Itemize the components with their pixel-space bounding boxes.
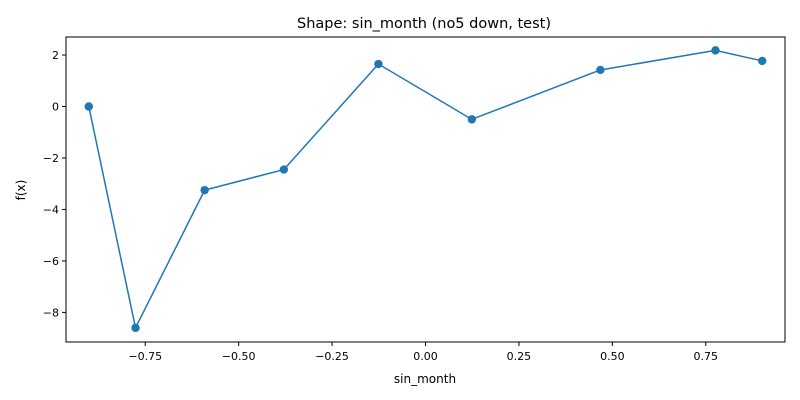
data-point: [279, 165, 289, 174]
x-tick-label: 0.50: [600, 350, 625, 363]
y-tick-label: −6: [43, 255, 59, 268]
x-tick-label: 0.75: [694, 350, 719, 363]
data-point: [596, 65, 605, 75]
x-axis-label: sin_month: [394, 372, 456, 386]
data-point: [131, 323, 140, 333]
plot-frame: [65, 36, 786, 343]
y-tick-label: −2: [43, 152, 59, 165]
y-tick-label: 2: [52, 49, 59, 62]
x-tick-label: 0.25: [507, 350, 532, 363]
y-axis-label: f(x): [14, 180, 28, 201]
y-tick-label: −4: [43, 203, 59, 216]
series-layer: [84, 46, 767, 333]
data-point: [374, 59, 383, 69]
series-line: [88, 49, 763, 329]
data-point: [200, 185, 209, 195]
data-point: [711, 46, 720, 55]
y-tick-label: −8: [43, 306, 59, 319]
data-point: [467, 115, 477, 124]
x-tick-label: −0.25: [315, 350, 349, 363]
y-axis: −8 −6 −4 −2 0 2: [43, 49, 66, 319]
data-point: [84, 102, 93, 111]
x-axis: −0.75 −0.50 −0.25 0.00 0.25 0.50 0.75: [128, 342, 718, 363]
y-tick-label: 0: [52, 100, 59, 113]
chart-title: Shape: sin_month (no5 down, test): [297, 16, 551, 32]
data-point: [758, 56, 767, 66]
x-tick-label: −0.75: [128, 350, 162, 363]
x-tick-label: 0.00: [413, 350, 438, 363]
x-tick-label: −0.50: [222, 350, 256, 363]
